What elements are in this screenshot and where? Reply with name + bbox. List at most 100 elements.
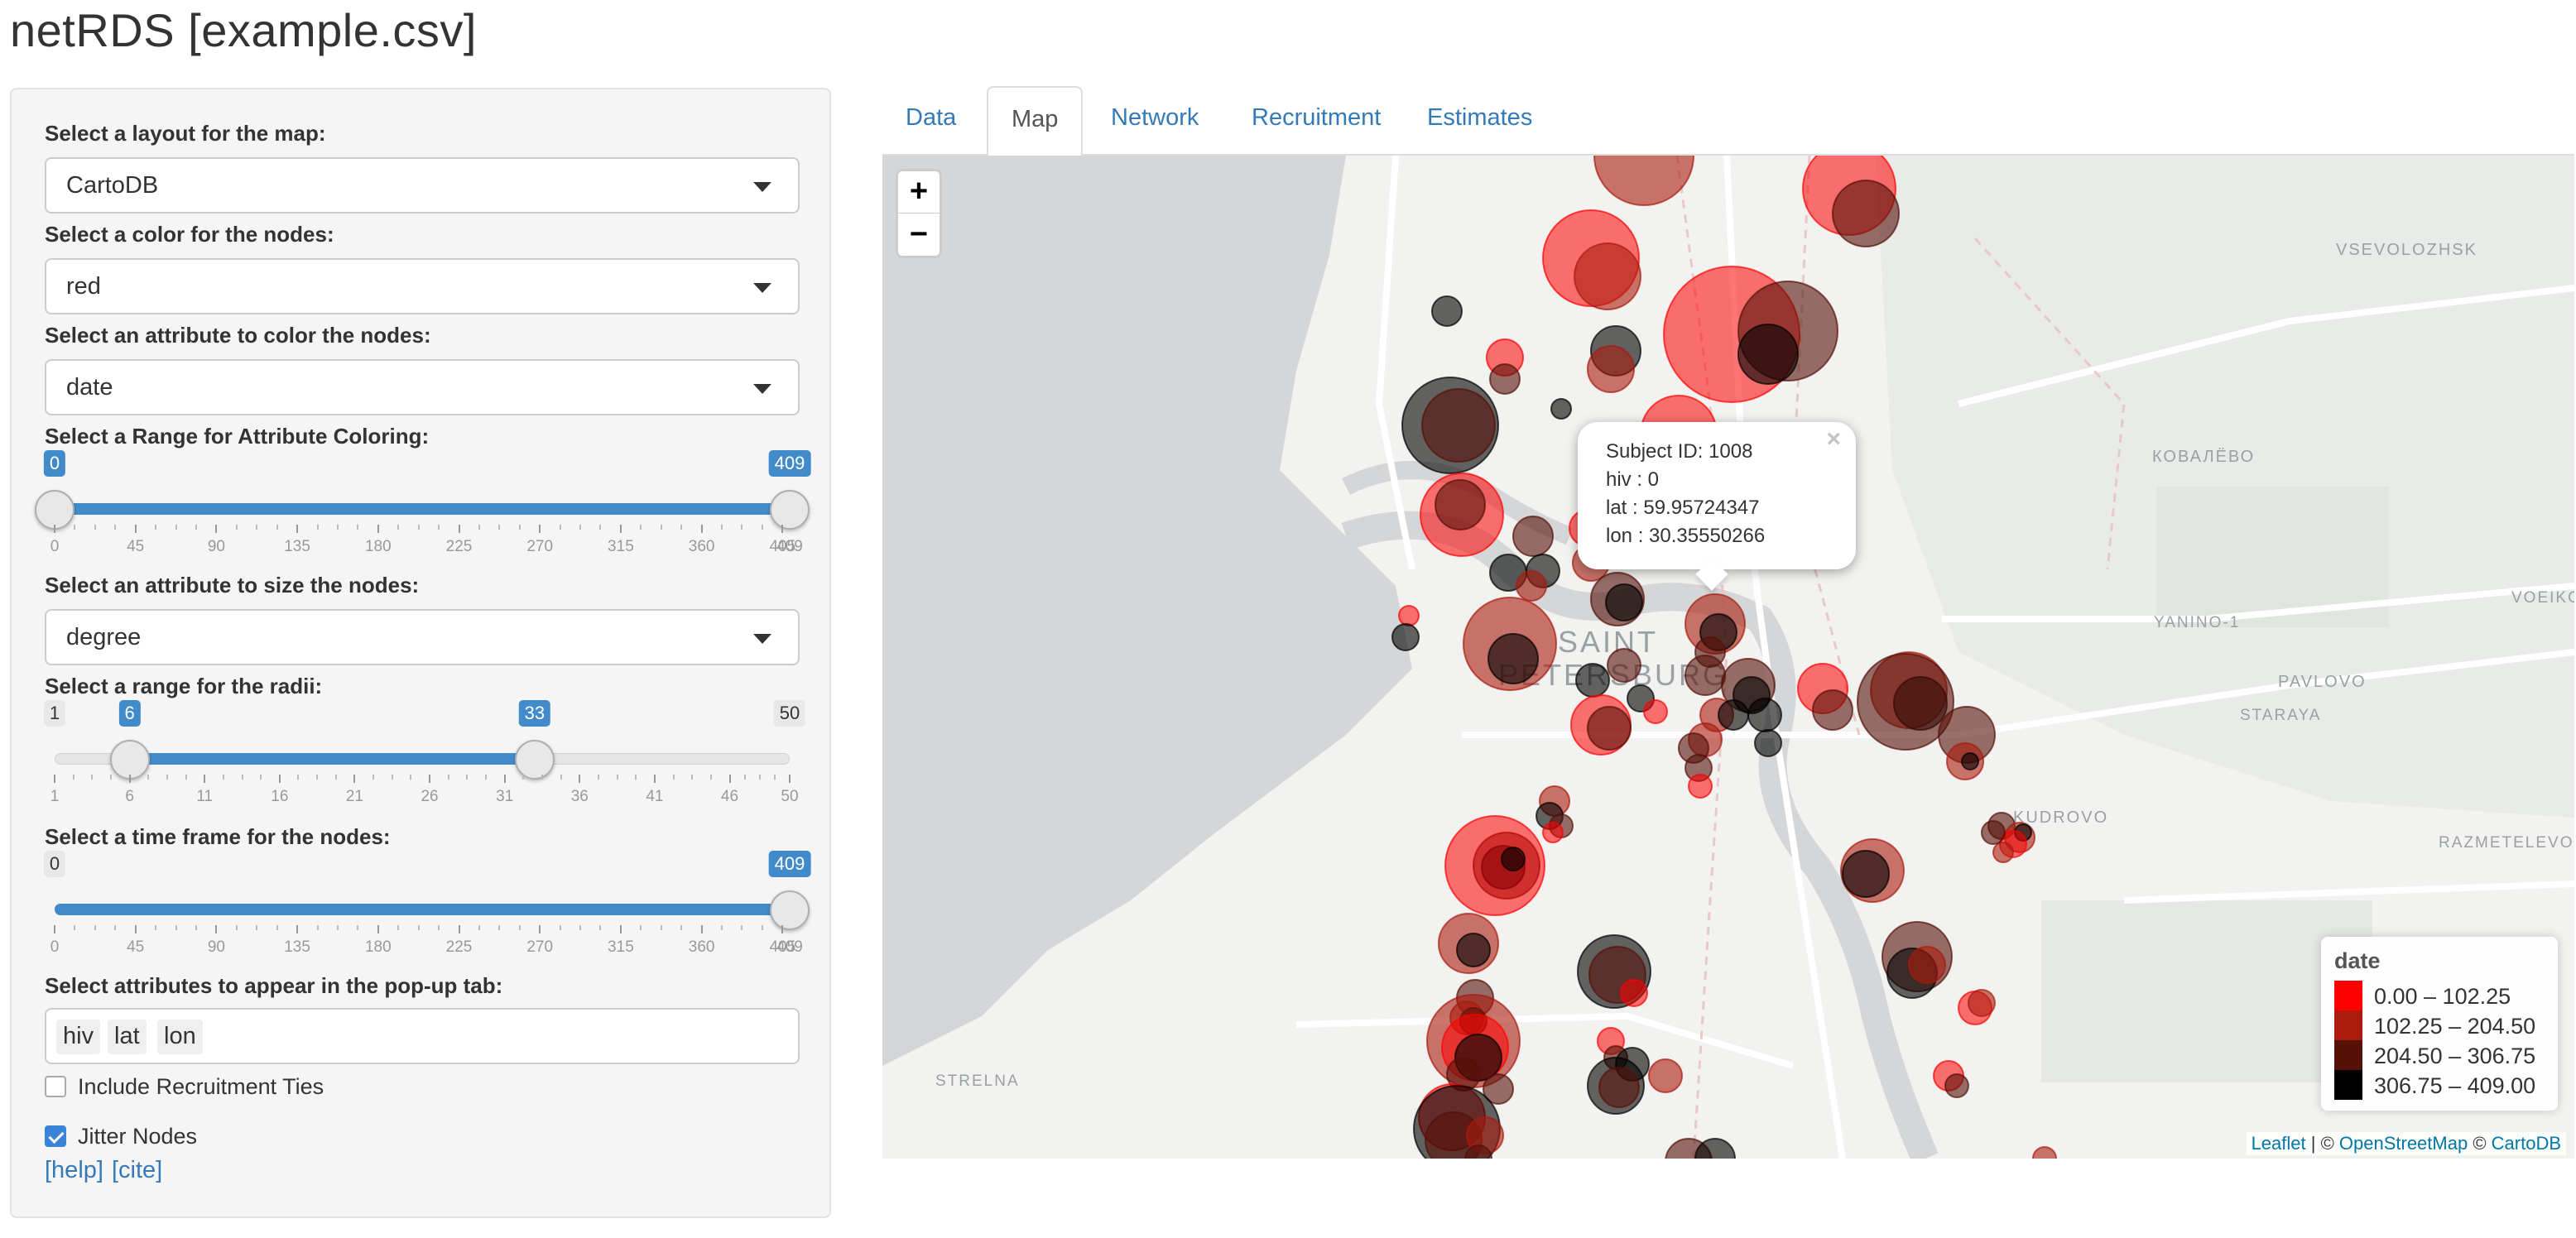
map-node[interactable]: [2032, 1146, 2057, 1159]
close-icon[interactable]: ×: [1826, 425, 1841, 453]
map-node[interactable]: [1489, 363, 1521, 395]
slider-tick: [204, 775, 206, 783]
slider-minor-tick: [94, 525, 96, 530]
tab-recruitment[interactable]: Recruitment: [1252, 104, 1382, 131]
map-view[interactable]: SAINT PETERSBURG VSEVOLOZHSK КОВАЛЁВО YA…: [882, 156, 2574, 1159]
map-node[interactable]: [1391, 623, 1420, 651]
map-node[interactable]: [1444, 815, 1545, 916]
slider-minor-tick: [559, 525, 561, 530]
app-title: netRDS [example.csv]: [10, 4, 477, 56]
slider-handle[interactable]: [770, 890, 810, 930]
jitter-nodes-checkbox[interactable]: [45, 1125, 66, 1147]
map-node[interactable]: [1587, 706, 1632, 751]
map-node[interactable]: [1483, 1073, 1514, 1105]
color-attribute-select[interactable]: date: [45, 359, 800, 415]
tab-network[interactable]: Network: [1111, 104, 1199, 131]
map-node[interactable]: [1832, 180, 1900, 247]
map-node[interactable]: [1516, 570, 1547, 602]
map-node[interactable]: [1908, 946, 1946, 984]
layout-select[interactable]: CartoDB: [45, 157, 800, 214]
map-node[interactable]: [1992, 842, 2014, 863]
map-node[interactable]: [1857, 653, 1954, 751]
map-node[interactable]: [1435, 479, 1486, 530]
zoom-in-button[interactable]: +: [898, 171, 940, 214]
map-node[interactable]: [1456, 933, 1491, 967]
map-node[interactable]: [1718, 699, 1749, 731]
map-node[interactable]: [1598, 1067, 1640, 1108]
node-color-select[interactable]: red: [45, 258, 800, 314]
layout-select-value: CartoDB: [66, 172, 159, 199]
recruitment-ties-option[interactable]: Include Recruitment Ties: [45, 1074, 324, 1100]
zoom-out-button[interactable]: −: [909, 217, 929, 252]
map-node[interactable]: [1643, 699, 1668, 724]
map-node[interactable]: [1593, 156, 1694, 206]
range-to-value: 409: [768, 450, 811, 477]
map-node[interactable]: [1747, 698, 1782, 732]
radii-range-slider[interactable]: 1 50 6 33 1 6 11 16 21 26 31 36 41 46 50: [43, 700, 806, 813]
map-node[interactable]: [1398, 605, 1420, 626]
slider-minor-tick: [241, 775, 243, 780]
map-node[interactable]: [1842, 850, 1890, 898]
map-node[interactable]: [1620, 979, 1648, 1007]
range-to-value: 409: [768, 851, 811, 877]
recruitment-ties-checkbox[interactable]: [45, 1075, 66, 1097]
slider-tick: [54, 775, 55, 783]
slider-minor-tick: [235, 525, 238, 530]
slider-minor-tick: [721, 925, 723, 930]
slider-minor-tick: [114, 525, 117, 530]
help-link[interactable]: [help]: [45, 1157, 103, 1183]
attribute-chip[interactable]: lat: [108, 1020, 147, 1054]
map-node[interactable]: [1812, 689, 1853, 731]
map-node[interactable]: [1501, 847, 1526, 871]
map-node[interactable]: [1981, 820, 2006, 845]
map-node[interactable]: [1605, 583, 1643, 621]
map-node[interactable]: [1574, 242, 1641, 310]
slider-handle-to[interactable]: [514, 740, 555, 780]
map-node[interactable]: [1431, 295, 1463, 327]
slider-tick-label: 409: [776, 938, 803, 956]
map-node[interactable]: [1542, 822, 1564, 843]
map-node[interactable]: [1737, 324, 1799, 385]
jitter-nodes-option[interactable]: Jitter Nodes: [45, 1124, 197, 1149]
popup-lat: lat : 59.95724347: [1606, 497, 1760, 519]
attribute-chip[interactable]: lon: [157, 1020, 203, 1054]
slider-minor-tick: [334, 775, 337, 780]
slider-handle-from[interactable]: [35, 490, 74, 530]
tab-estimates[interactable]: Estimates: [1427, 104, 1533, 131]
slider-minor-tick: [560, 775, 562, 780]
map-node[interactable]: [1421, 388, 1496, 463]
tab-map[interactable]: Map: [987, 86, 1084, 157]
slider-minor-tick: [741, 525, 743, 530]
size-attribute-select[interactable]: degree: [45, 609, 800, 665]
map-node[interactable]: [1575, 663, 1610, 698]
tab-data[interactable]: Data: [906, 104, 957, 131]
map-node[interactable]: [1961, 752, 1979, 770]
slider-tick-label: 225: [445, 538, 473, 555]
map-node[interactable]: [1944, 1073, 1969, 1098]
osm-link[interactable]: OpenStreetMap: [2338, 1133, 2468, 1154]
leaflet-link[interactable]: Leaflet: [2251, 1133, 2306, 1154]
map-node[interactable]: [1684, 655, 1726, 696]
map-node[interactable]: [1550, 398, 1572, 420]
slider-handle-to[interactable]: [770, 490, 810, 530]
slider-minor-tick: [485, 775, 488, 780]
map-node[interactable]: [1464, 1144, 1492, 1159]
cartodb-link[interactable]: CartoDB: [2491, 1133, 2561, 1154]
color-range-slider[interactable]: 0 409 0 45 90 135 180 225 270 315 360 405 409: [35, 450, 811, 563]
map-node[interactable]: [1968, 989, 1996, 1017]
attribute-chip[interactable]: hiv: [56, 1020, 101, 1054]
slider-minor-tick: [660, 525, 662, 530]
slider-handle-from[interactable]: [109, 740, 150, 780]
popup-attributes-input[interactable]: hiv lat lon: [45, 1008, 800, 1064]
range-max-value: 50: [773, 700, 806, 727]
map-node[interactable]: [1487, 633, 1539, 684]
map-node[interactable]: [1648, 1058, 1683, 1093]
map-node[interactable]: [1694, 1138, 1736, 1159]
map-node[interactable]: [1754, 729, 1782, 757]
map-node[interactable]: [1607, 648, 1641, 683]
map-node[interactable]: [1587, 345, 1635, 393]
time-frame-slider[interactable]: 0 409 0 45 90 135 180 225 270 315 360 405 409: [43, 851, 811, 963]
map-node[interactable]: [1688, 774, 1713, 799]
map-node[interactable]: [1512, 516, 1554, 557]
cite-link[interactable]: [cite]: [111, 1157, 163, 1183]
